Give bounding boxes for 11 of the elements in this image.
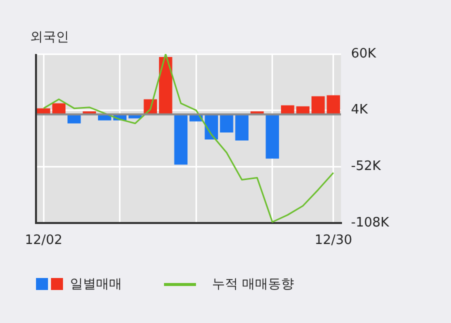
- y-tick-label: 60K: [351, 46, 377, 62]
- x-tick-label: 12/30: [314, 233, 352, 248]
- legend-label: 일별매매: [70, 276, 122, 293]
- y-tick-label: 4K: [351, 102, 368, 118]
- bar: [266, 114, 280, 159]
- x-tick-label: 12/02: [24, 233, 62, 248]
- y-tick-label: -108K: [351, 215, 390, 230]
- y-tick-label: -52K: [351, 159, 382, 174]
- chart-title: 외국인: [30, 29, 69, 46]
- bar: [174, 114, 188, 165]
- legend-label: 누적 매매동향: [212, 276, 294, 293]
